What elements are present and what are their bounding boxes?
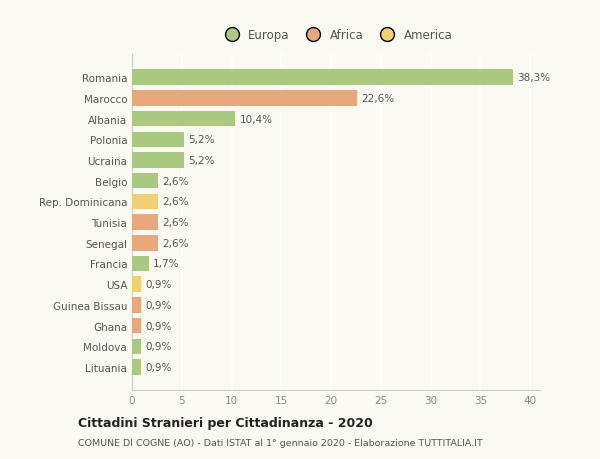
Bar — [132, 256, 149, 272]
Text: 2,6%: 2,6% — [162, 197, 188, 207]
Legend: Europa, Africa, America: Europa, Africa, America — [215, 24, 457, 46]
Text: 5,2%: 5,2% — [188, 156, 214, 166]
Text: COMUNE DI COGNE (AO) - Dati ISTAT al 1° gennaio 2020 - Elaborazione TUTTITALIA.I: COMUNE DI COGNE (AO) - Dati ISTAT al 1° … — [78, 438, 483, 447]
Bar — [132, 359, 141, 375]
Bar — [132, 215, 158, 230]
Bar — [132, 194, 158, 210]
Bar — [132, 174, 158, 189]
Text: 0,9%: 0,9% — [145, 280, 172, 290]
Text: 0,9%: 0,9% — [145, 300, 172, 310]
Bar — [132, 132, 184, 148]
Text: 5,2%: 5,2% — [188, 135, 214, 145]
Bar — [132, 70, 513, 86]
Text: 22,6%: 22,6% — [361, 94, 394, 104]
Bar — [132, 153, 184, 168]
Bar — [132, 277, 141, 292]
Text: 1,7%: 1,7% — [153, 259, 179, 269]
Bar — [132, 318, 141, 334]
Text: 0,9%: 0,9% — [145, 362, 172, 372]
Text: 10,4%: 10,4% — [239, 114, 272, 124]
Text: 0,9%: 0,9% — [145, 321, 172, 331]
Text: 38,3%: 38,3% — [517, 73, 550, 83]
Bar — [132, 235, 158, 251]
Bar — [132, 297, 141, 313]
Bar — [132, 112, 235, 127]
Text: 2,6%: 2,6% — [162, 238, 188, 248]
Text: 0,9%: 0,9% — [145, 341, 172, 352]
Bar — [132, 91, 357, 106]
Text: Cittadini Stranieri per Cittadinanza - 2020: Cittadini Stranieri per Cittadinanza - 2… — [78, 416, 373, 429]
Text: 2,6%: 2,6% — [162, 176, 188, 186]
Bar — [132, 339, 141, 354]
Text: 2,6%: 2,6% — [162, 218, 188, 228]
